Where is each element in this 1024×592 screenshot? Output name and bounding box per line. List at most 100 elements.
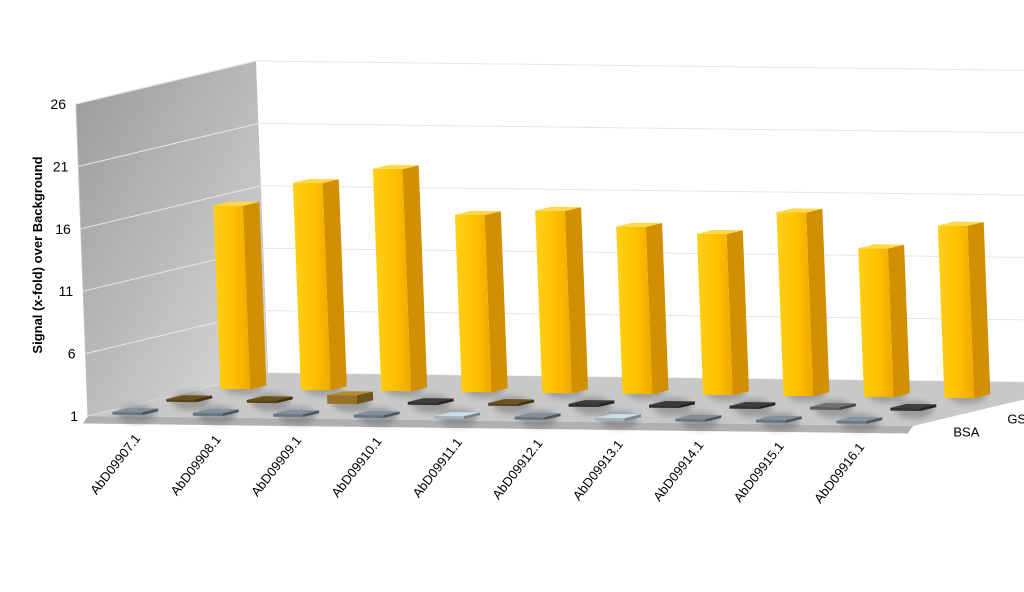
y-tick-label: 1 [70, 408, 78, 424]
bar-front [616, 226, 653, 395]
marker-gst-10-side [920, 404, 937, 411]
marker-gst-9-side [839, 403, 856, 410]
marker-bsa-3-side [302, 410, 320, 417]
marker-gst-1 [166, 395, 213, 403]
y-tick-label: 26 [50, 96, 66, 112]
marker-gst-9 [809, 403, 856, 410]
bar-sprk1a-5 [535, 206, 589, 394]
marker-bsa-1 [112, 408, 159, 416]
back-wall [256, 61, 1024, 383]
marker-gst-6 [568, 400, 615, 407]
marker-gst-10-front [890, 407, 921, 411]
bar-top [213, 201, 260, 206]
marker-gst-6-top [568, 400, 615, 405]
x-tick-label: AbD09912.1 [489, 436, 545, 502]
marker-gst-7-top [649, 401, 695, 406]
marker-gst-2-side [276, 396, 293, 404]
y-tick-label: 16 [55, 221, 71, 237]
bar-front [937, 225, 975, 399]
marker-bsa-6-top [514, 413, 561, 418]
marker-gst-5-front [488, 403, 518, 407]
marker-bsa-9-front [755, 419, 786, 423]
bar-sprk1a-9 [858, 244, 910, 398]
marker-bsa-6-front [514, 416, 545, 420]
marker-bsa-5-top [434, 412, 480, 417]
bar-sprk1a-2 [292, 178, 347, 391]
marker-bsa-8-front [675, 418, 706, 422]
bar-front [535, 210, 572, 394]
bar-sprk1a-4 [454, 210, 508, 393]
bar-side [402, 165, 428, 392]
marker-gst-2-front [246, 400, 277, 404]
y-tick-label: 6 [68, 346, 76, 362]
marker-bsa-4-side [383, 411, 400, 418]
marker-gst-3-side [356, 391, 374, 405]
marker-gst-7-side [678, 401, 695, 408]
marker-gst-9-front [809, 406, 840, 410]
marker-gst-5-side [517, 399, 535, 407]
marker-gst-2 [246, 396, 293, 404]
x-tick-label: AbD09908.1 [167, 432, 223, 498]
bar-top [696, 229, 743, 235]
marker-bsa-7-front [595, 417, 625, 421]
marker-bsa-2 [192, 409, 239, 417]
marker-gst-1-front [166, 399, 197, 403]
marker-bsa-1-front [112, 412, 143, 416]
bar-side [243, 201, 267, 390]
bar-front [858, 248, 894, 398]
x-tick-label: AbD09913.1 [570, 437, 626, 503]
marker-bsa-10 [836, 416, 883, 424]
x-tick-label: AbD09910.1 [328, 434, 384, 500]
marker-bsa-7-side [624, 414, 641, 421]
bar-front [213, 205, 251, 390]
x-tick-label: AbD09907.1 [87, 431, 143, 497]
marker-bsa-9 [755, 415, 802, 423]
marker-gst-5 [488, 399, 535, 407]
marker-gst-1-side [196, 395, 213, 403]
marker-bsa-8-side [705, 415, 722, 422]
marker-gst-4-side [437, 398, 454, 406]
marker-bsa-4 [353, 411, 400, 418]
marker-bsa-6-side [544, 413, 561, 420]
gridline [75, 60, 1024, 105]
bar-side [484, 211, 508, 393]
bar-side [806, 208, 830, 397]
bar-top [858, 244, 905, 249]
marker-bsa-9-side [785, 416, 802, 423]
marker-bsa-4-top [353, 411, 400, 416]
marker-bsa-6 [514, 413, 561, 420]
marker-gst-3 [327, 391, 374, 405]
bar-side [967, 222, 991, 399]
marker-bsa-4-front [353, 414, 384, 418]
bar-top [454, 210, 501, 215]
x-tick-label: AbD09909.1 [248, 433, 304, 499]
marker-bsa-5-front [434, 415, 464, 419]
marker-gst-3-front [327, 395, 357, 405]
bar-side [645, 223, 669, 395]
bar-top [776, 208, 823, 213]
marker-bsa-10-side [866, 417, 883, 424]
bar-sprk1a-6 [616, 222, 669, 395]
marker-gst-7 [649, 401, 695, 408]
x-tick-label: AbD09915.1 [731, 439, 787, 505]
marker-bsa-5 [434, 412, 481, 419]
bar-sprk1a-10 [937, 221, 991, 399]
marker-gst-2-top [246, 396, 293, 401]
y-tick-label: 11 [59, 283, 74, 299]
y-axis-title: Signal (x-fold) over Background [30, 156, 45, 353]
marker-bsa-3-front [273, 413, 303, 417]
bar-sprk1a-7 [696, 229, 749, 396]
marker-gst-8-top [729, 402, 776, 407]
series-label: GST [1007, 412, 1024, 427]
bar-top [372, 164, 419, 170]
marker-bsa-2-front [192, 412, 223, 417]
y-tick-label: 21 [53, 158, 69, 174]
x-tick-label: AbD09916.1 [811, 440, 867, 506]
marker-bsa-10-front [836, 420, 867, 424]
marker-bsa-9-top [755, 415, 802, 421]
marker-bsa-7 [595, 413, 641, 421]
bar-top [937, 221, 984, 226]
bar-front [454, 214, 492, 393]
marker-gst-4-top [407, 398, 454, 403]
